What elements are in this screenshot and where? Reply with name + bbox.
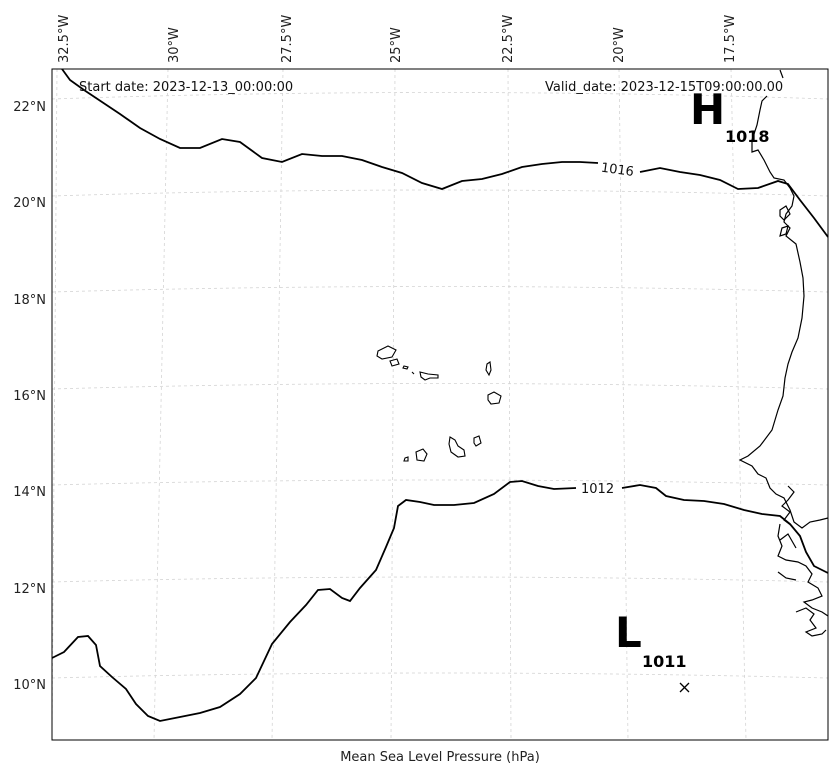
high-pressure-value: 1018 xyxy=(725,127,770,146)
graticule xyxy=(51,68,829,741)
lat-tick-label: 20°N xyxy=(13,196,46,211)
isobar-1012-line xyxy=(51,480,577,722)
valid-date-label: Valid_date: 2023-12-15T09:00:00.00 xyxy=(545,80,783,95)
latitude-ticks: 22°N 20°N 18°N 16°N 14°N 12°N 10°N xyxy=(13,100,46,693)
low-pressure-value: 1011 xyxy=(642,652,687,671)
low-pressure-letter: L xyxy=(615,608,642,657)
lon-tick-label: 25°W xyxy=(389,27,404,63)
fogo-island xyxy=(415,448,428,462)
start-date-label: Start date: 2023-12-13_00:00:00 xyxy=(79,80,293,95)
sal-island xyxy=(485,361,492,377)
lat-tick-label: 22°N xyxy=(13,100,46,115)
lat-tick-label: 12°N xyxy=(13,582,46,597)
boa-vista-island xyxy=(487,391,502,405)
isobar-label-1012: 1012 xyxy=(581,482,614,497)
sao-vicente-island xyxy=(389,358,400,367)
map-frame xyxy=(51,68,829,741)
brava-island xyxy=(403,456,409,462)
longitude-ticks: 32.5°W 30°W 27.5°W 25°W 22.5°W 20°W 17.5… xyxy=(57,15,738,63)
santa-luzia-island xyxy=(402,365,409,370)
low-center-cross-icon xyxy=(679,682,690,693)
isobars xyxy=(51,68,829,722)
high-pressure-letter: H xyxy=(690,85,725,134)
isobar-1016-line xyxy=(61,68,599,190)
coastline xyxy=(738,69,829,637)
map-caption: Mean Sea Level Pressure (hPa) xyxy=(340,750,540,765)
lat-tick-label: 10°N xyxy=(13,678,46,693)
lat-tick-label: 16°N xyxy=(13,389,46,404)
africa-coastline xyxy=(738,69,829,529)
sao-nicolau-island xyxy=(411,371,439,381)
lon-tick-label: 17.5°W xyxy=(723,15,738,63)
lon-tick-label: 20°W xyxy=(612,27,627,63)
lon-tick-label: 22.5°W xyxy=(501,15,516,63)
cape-verde-islands xyxy=(376,345,502,462)
santo-antao-island xyxy=(376,345,397,360)
lon-tick-label: 30°W xyxy=(167,27,182,63)
lon-tick-label: 27.5°W xyxy=(280,15,295,63)
lat-tick-label: 18°N xyxy=(13,293,46,308)
lon-tick-label: 32.5°W xyxy=(57,15,72,63)
lat-tick-label: 14°N xyxy=(13,485,46,500)
isobar-label-1016: 1016 xyxy=(600,161,635,180)
maio-island xyxy=(473,435,482,447)
santiago-island xyxy=(448,436,466,458)
